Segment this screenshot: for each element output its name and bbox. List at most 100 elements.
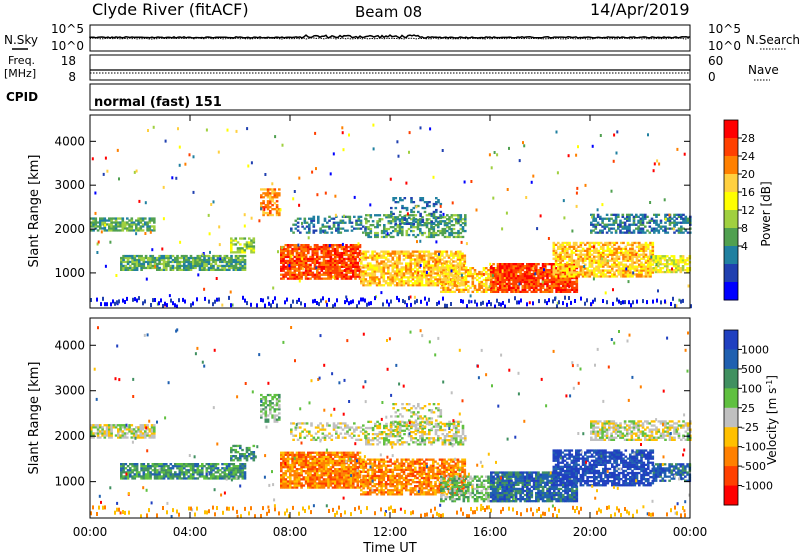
heatmap-cell [621,231,625,234]
heatmap-cell [505,284,509,288]
heatmap-cell [223,268,227,271]
heatmap-cell [512,288,516,291]
heatmap-cell [230,249,233,252]
heatmap-cell [376,214,379,217]
heatmap-cell [92,221,95,224]
heatmap-cell [682,227,685,230]
heatmap-cell [124,475,128,478]
heatmap-cell [178,145,181,149]
heatmap-cell [318,255,321,259]
heatmap-cell [597,259,601,262]
heatmap-cell [449,270,452,274]
heatmap-cell [273,202,277,205]
heatmap-cell [165,256,168,260]
heatmap-cell [434,264,437,267]
heatmap-cell [133,268,137,271]
heatmap-cell [679,261,683,264]
heatmap-cell [566,288,570,291]
heatmap-cell [298,297,300,302]
heatmap-cell [555,278,558,282]
heatmap-cell [207,266,211,270]
heatmap-cell [443,250,446,253]
heatmap-cell [396,272,399,275]
heatmap-cell [138,199,141,203]
heatmap-cell [672,296,674,301]
heatmap-cell [644,217,647,220]
heatmap-cell [559,290,563,293]
heatmap-cell [384,262,388,265]
colorbar-tick-label: 4 [741,240,748,253]
heatmap-cell [429,272,433,275]
heatmap-cell [373,250,377,253]
heatmap-cell [642,255,646,258]
heatmap-cell [144,254,148,258]
heatmap-cell [407,227,411,231]
heatmap-cell [412,214,415,217]
heatmap-cell [434,262,437,265]
heatmap-cell [221,266,224,270]
heatmap-cell [393,270,397,273]
heatmap-cell [494,288,497,291]
heatmap-cell [453,282,457,286]
heatmap-cell [389,264,392,267]
heatmap-cell [537,282,540,286]
heatmap-cell [318,263,321,266]
heatmap-cell [374,235,377,239]
heatmap-cell [153,256,157,260]
heatmap-cell [369,264,372,267]
heatmap-cell [362,280,365,283]
heatmap-cell [373,282,377,285]
heatmap-cell [347,275,351,278]
heatmap-cell [149,254,152,258]
heatmap-cell [398,284,401,287]
heatmap-cell [474,299,476,304]
heatmap-cell [382,276,386,279]
heatmap-cell [135,258,139,262]
heatmap-cell [514,263,518,266]
heatmap-cell [330,227,334,230]
heatmap-cell [608,217,611,220]
heatmap-cell [502,301,504,305]
heatmap-cell [239,268,242,271]
heatmap-cell [400,250,404,253]
heatmap-cell [338,265,342,268]
heatmap-cell [140,475,143,478]
heatmap-cell [626,241,630,245]
heatmap-cell [514,270,518,274]
heatmap-cell [452,256,455,259]
heatmap-cell [681,269,685,272]
heatmap-cell [584,273,587,276]
heatmap-cell [160,475,164,478]
heatmap-cell [490,284,493,288]
heatmap-cell [336,259,339,263]
heatmap-cell [307,273,310,276]
heatmap-cell [230,237,233,240]
heatmap-cell [293,269,297,272]
heatmap-cell [230,256,233,260]
heatmap-cell [530,286,534,289]
heatmap-cell [146,426,149,429]
heatmap-cell [420,254,424,257]
heatmap-cell [443,227,447,231]
heatmap-cell [642,257,646,260]
heatmap-cell [672,269,676,272]
heatmap-cell [635,227,638,230]
heatmap-cell [599,245,603,248]
heatmap-cell [407,233,411,237]
heatmap-cell [499,284,502,288]
heatmap-cell [374,226,377,229]
heatmap-cell [365,220,368,223]
heatmap-cell [137,229,140,232]
heatmap-cell [574,299,576,303]
heatmap-cell [579,241,583,245]
heatmap-cell [615,247,619,250]
heatmap-cell [590,302,592,307]
heatmap-cell [196,477,200,480]
heatmap-cell [359,215,363,218]
heatmap-cell [389,222,393,225]
heatmap-cell [198,268,202,271]
heatmap-cell [284,267,288,270]
heatmap-cell [443,235,447,239]
heatmap-cell [298,267,301,270]
heatmap-cell [299,231,302,234]
